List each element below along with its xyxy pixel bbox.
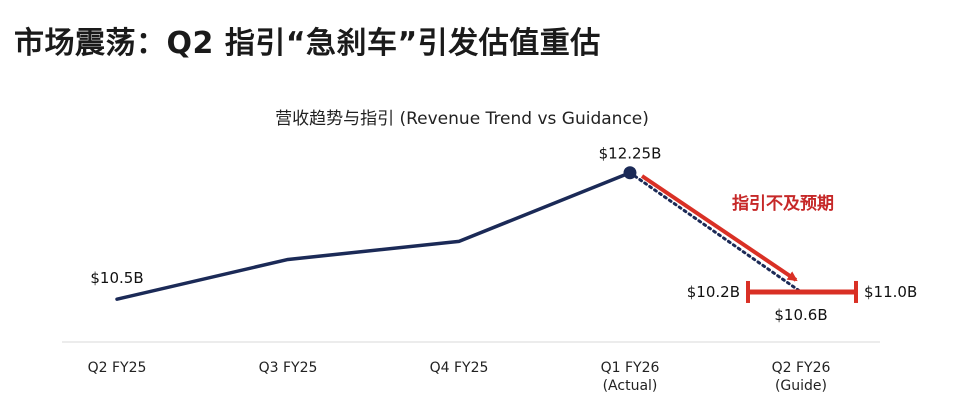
decline-arrow (640, 174, 798, 282)
data-label-guide-low: $10.2B (687, 283, 740, 301)
x-tick-sublabel: (Actual) (603, 378, 658, 394)
page-title: 市场震荡：Q2 指引“急刹车”引发估值重估 (14, 26, 601, 61)
guidance-trend-dotted-line (628, 171, 803, 294)
x-tick-labels: Q2 FY25 Q3 FY25 Q4 FY25 Q1 FY26 (Actual) Q2 F… (88, 360, 831, 394)
data-label-guide-high: $11.0B (864, 283, 917, 301)
chart-title: 营收趋势与指引 (Revenue Trend vs Guidance) (275, 109, 649, 129)
chart-marks (115, 166, 858, 303)
data-label-first: $10.5B (90, 269, 143, 287)
actual-revenue-line (115, 170, 632, 301)
data-label-guide-mid: $10.6B (774, 306, 827, 324)
peak-point-marker (623, 166, 637, 180)
x-tick-label: Q1 FY26 (601, 360, 660, 376)
data-labels: $10.5B $12.25B $10.2B $11.0B $10.6B 指引不及预期 (90, 145, 917, 324)
x-tick-sublabel: (Guide) (775, 378, 827, 394)
annotation-miss-expectation: 指引不及预期 (732, 193, 834, 214)
x-tick-label: Q4 FY25 (430, 360, 489, 376)
x-tick-label: Q3 FY25 (259, 360, 318, 376)
x-tick-label: Q2 FY26 (772, 360, 831, 376)
data-label-peak: $12.25B (599, 145, 662, 163)
x-tick-label: Q2 FY25 (88, 360, 147, 376)
